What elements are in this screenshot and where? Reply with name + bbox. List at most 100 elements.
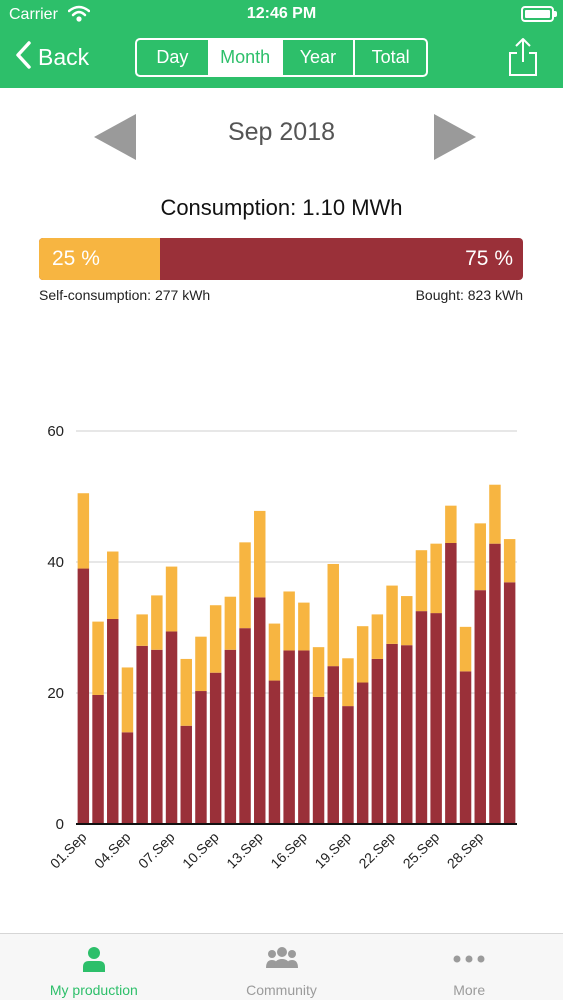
- bar-bought: [268, 680, 281, 824]
- bar-bought: [342, 706, 354, 824]
- x-tick-label: 28.Sep: [444, 829, 487, 872]
- bar-self-consumption: [121, 667, 134, 733]
- bar-bought: [327, 666, 339, 824]
- bar-self-consumption: [371, 614, 384, 659]
- bar-self-consumption: [92, 621, 104, 695]
- bar-bought: [151, 649, 163, 824]
- bar-self-consumption: [151, 595, 163, 650]
- bar-self-consumption: [401, 596, 413, 646]
- tab-community[interactable]: Community: [188, 934, 376, 1000]
- bar-bought: [503, 582, 516, 824]
- next-period-button[interactable]: [430, 112, 478, 162]
- bar-bought: [445, 543, 457, 824]
- bar-bought: [180, 725, 192, 824]
- bar-self-consumption: [180, 658, 192, 726]
- consumption-total: Consumption: 1.10 MWh: [160, 195, 403, 220]
- segment-total[interactable]: Total: [371, 47, 410, 67]
- consumption-ratio-bar: 25 % 75 %: [39, 238, 523, 280]
- bar-bought: [239, 628, 251, 824]
- previous-period-button[interactable]: [92, 112, 140, 162]
- bar-self-consumption: [165, 566, 178, 632]
- bar-self-consumption: [254, 510, 266, 598]
- bar-bought: [107, 618, 119, 824]
- share-button[interactable]: [505, 36, 541, 78]
- bar-bought: [77, 568, 90, 824]
- bar-self-consumption: [327, 563, 339, 667]
- daily-consumption-chart: 0 20 40 60 01.Sep 04.Sep 07.Sep 10.Sep 13.Sep 16.…: [0, 400, 563, 920]
- tab-label: Community: [246, 982, 317, 998]
- bar-self-consumption: [415, 550, 428, 612]
- bar-bought: [254, 597, 266, 824]
- y-tick-label: 0: [56, 816, 64, 833]
- self-consumption-percent: 25 %: [52, 247, 100, 270]
- tab-label: More: [453, 982, 486, 998]
- bar-bought: [298, 650, 310, 824]
- bar-bought: [312, 696, 325, 824]
- navigation-header: Carrier 12:46 PM Back Day Month Year Tot…: [0, 0, 563, 88]
- self-consumption-caption: Self-consumption: 277 kWh: [39, 287, 211, 303]
- x-tick-label: 01.Sep: [47, 829, 90, 872]
- y-tick-label: 20: [47, 685, 64, 702]
- x-tick-label: 19.Sep: [311, 829, 354, 872]
- bar-self-consumption: [430, 543, 442, 614]
- person-icon: [81, 946, 107, 977]
- bar-bought: [356, 682, 369, 824]
- bar-bought: [459, 671, 472, 824]
- bar-self-consumption: [239, 542, 251, 629]
- bar-bought: [224, 649, 237, 824]
- wifi-icon: [67, 5, 91, 27]
- group-icon: [265, 946, 299, 977]
- x-tick-label: 13.Sep: [223, 829, 266, 872]
- bar-self-consumption: [386, 585, 398, 644]
- back-label: Back: [38, 43, 90, 70]
- bar-bought: [121, 732, 134, 824]
- tab-bar: My production Community More: [0, 933, 563, 1000]
- period-label: Sep 2018: [227, 118, 336, 146]
- bar-self-consumption: [77, 493, 90, 569]
- bar-bought: [209, 672, 222, 824]
- bar-self-consumption: [107, 551, 119, 619]
- x-tick-label: 25.Sep: [400, 829, 443, 872]
- chart-svg: 0 20 40 60 01.Sep 04.Sep 07.Sep 10.Sep 13.Sep 16.…: [47, 423, 517, 872]
- bar-bought: [92, 694, 104, 824]
- bar-self-consumption: [356, 626, 369, 683]
- share-icon: [509, 38, 537, 76]
- bar-self-consumption: [342, 658, 354, 707]
- bar-self-consumption: [503, 539, 516, 583]
- x-tick-label: 16.Sep: [267, 829, 310, 872]
- bar-self-consumption: [459, 626, 472, 672]
- carrier-label: Carrier: [9, 6, 58, 23]
- bar-bought: [386, 643, 398, 824]
- bar-bought: [474, 590, 486, 824]
- period-segmented-control: Day Month Year Total: [135, 38, 428, 77]
- bar-bought: [489, 543, 501, 824]
- period-selector: Sep 2018: [0, 112, 563, 162]
- bar-bought: [401, 645, 413, 824]
- battery-icon: [521, 6, 557, 22]
- segment-day[interactable]: Day: [137, 40, 210, 75]
- x-tick-label: 22.Sep: [355, 829, 398, 872]
- bar-self-consumption: [445, 505, 457, 544]
- bar-bought: [195, 691, 207, 824]
- bought-caption: Bought: 823 kWh: [415, 287, 523, 303]
- bar-bought: [136, 645, 148, 824]
- bar-self-consumption: [489, 484, 501, 544]
- tab-my-production[interactable]: My production: [0, 934, 188, 1000]
- segment-month[interactable]: Month: [209, 40, 283, 75]
- bar-self-consumption: [283, 591, 295, 651]
- self-consumption-fill: [39, 238, 160, 280]
- bought-percent: 75 %: [465, 247, 513, 270]
- bar-self-consumption: [474, 523, 486, 591]
- bar-self-consumption: [268, 623, 281, 681]
- back-button[interactable]: Back: [14, 40, 89, 74]
- bar-self-consumption: [209, 605, 222, 673]
- y-tick-label: 40: [47, 554, 64, 571]
- bar-self-consumption: [195, 636, 207, 692]
- bar-bought: [165, 631, 178, 824]
- x-tick-label: 10.Sep: [179, 829, 222, 872]
- triangle-left-icon: [94, 114, 136, 160]
- bar-bought: [371, 658, 384, 824]
- segment-year[interactable]: Year: [283, 40, 356, 75]
- tab-more[interactable]: More: [375, 934, 563, 1000]
- bar-bought: [430, 613, 442, 824]
